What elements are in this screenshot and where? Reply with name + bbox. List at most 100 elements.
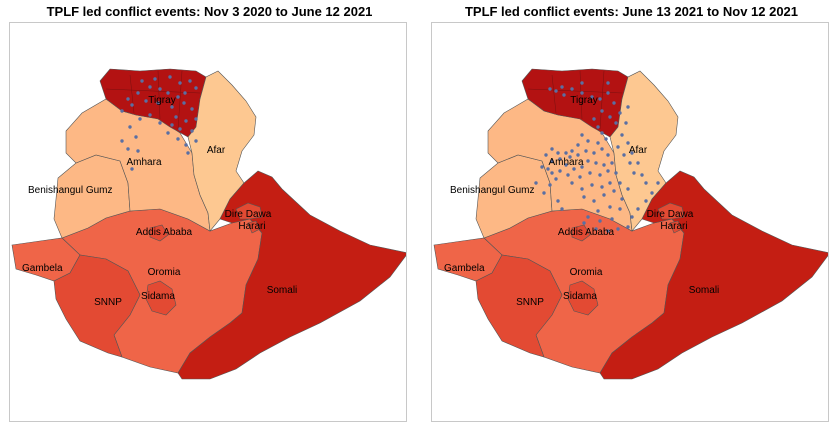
region-label-benishangul-gumz: Benishangul Gumz bbox=[28, 185, 113, 196]
region-sidama bbox=[567, 280, 599, 316]
conflict-event-dot bbox=[596, 141, 600, 145]
conflict-event-dot bbox=[582, 195, 586, 199]
region-label-amhara: Amhara bbox=[548, 157, 583, 168]
conflict-event-dot bbox=[178, 127, 182, 131]
conflict-event-dot bbox=[616, 145, 620, 149]
conflict-event-dot bbox=[630, 151, 634, 155]
region-label-tigray: Tigray bbox=[570, 95, 597, 106]
region-label-addis-ababa: Addis Ababa bbox=[136, 227, 193, 238]
conflict-event-dot bbox=[554, 177, 558, 181]
region-snnp bbox=[475, 254, 563, 358]
conflict-event-dot bbox=[606, 81, 610, 85]
conflict-event-dot bbox=[550, 147, 554, 151]
tigray-district-border bbox=[527, 88, 623, 94]
region-label-addis-ababa: Addis Ababa bbox=[558, 227, 615, 238]
conflict-event-dot bbox=[596, 125, 600, 129]
conflict-event-dot bbox=[590, 183, 594, 187]
conflict-event-dot bbox=[186, 151, 190, 155]
conflict-event-dot bbox=[582, 221, 586, 225]
conflict-event-dot bbox=[600, 185, 604, 189]
region-label-gambela: Gambela bbox=[22, 263, 63, 274]
conflict-event-dot bbox=[174, 115, 178, 119]
conflict-event-dot bbox=[194, 117, 198, 121]
region-label-harari: Harari bbox=[238, 221, 265, 232]
conflict-event-dot bbox=[606, 169, 610, 173]
conflict-event-dot bbox=[600, 109, 604, 113]
conflict-event-dot bbox=[656, 181, 660, 185]
conflict-event-dot bbox=[604, 137, 608, 141]
conflict-event-dot bbox=[190, 129, 194, 133]
conflict-event-dot bbox=[586, 159, 590, 163]
conflict-event-dot bbox=[158, 87, 162, 91]
conflict-event-dot bbox=[606, 91, 610, 95]
conflict-event-dot bbox=[140, 79, 144, 83]
region-label-afar: Afar bbox=[207, 145, 226, 156]
conflict-event-dot bbox=[592, 151, 596, 155]
conflict-event-dot bbox=[550, 159, 554, 163]
tigray-district-border bbox=[157, 70, 161, 120]
region-label-somali: Somali bbox=[267, 285, 298, 296]
conflict-event-dot bbox=[576, 143, 580, 147]
conflict-event-dot bbox=[608, 205, 612, 209]
region-snnp bbox=[53, 254, 141, 358]
region-label-somali: Somali bbox=[689, 285, 720, 296]
conflict-event-dot bbox=[580, 81, 584, 85]
region-label-gambela: Gambela bbox=[444, 263, 485, 274]
ethiopia-map: Tigray Afar Amhara Benishangul Gumz Dire Daw… bbox=[433, 68, 828, 380]
conflict-event-dot bbox=[632, 171, 636, 175]
conflict-event-dot bbox=[183, 91, 187, 95]
conflict-event-dot bbox=[134, 135, 138, 139]
conflict-event-dot bbox=[166, 131, 170, 135]
conflict-event-dot bbox=[144, 99, 148, 103]
conflict-event-dot bbox=[600, 131, 604, 135]
region-label-sidama: Sidama bbox=[141, 291, 175, 302]
conflict-event-dot bbox=[590, 95, 594, 99]
conflict-event-dot bbox=[566, 173, 570, 177]
conflict-event-dot bbox=[592, 199, 596, 203]
conflict-event-dot bbox=[558, 169, 562, 173]
conflict-event-dot bbox=[596, 209, 600, 213]
conflict-event-dot bbox=[184, 119, 188, 123]
conflict-event-dot bbox=[618, 207, 622, 211]
tigray-district-border bbox=[599, 70, 605, 130]
region-label-sidama: Sidama bbox=[563, 291, 597, 302]
conflict-event-dot bbox=[546, 167, 550, 171]
conflict-event-dot bbox=[584, 149, 588, 153]
conflict-event-dot bbox=[624, 121, 628, 125]
conflict-event-dot bbox=[622, 153, 626, 157]
tigray-district-border bbox=[579, 70, 583, 120]
conflict-event-dot bbox=[616, 227, 620, 231]
conflict-event-dot bbox=[626, 187, 630, 191]
region-label-oromia: Oromia bbox=[148, 267, 181, 278]
panel-title: TPLF led conflict events: June 13 2021 t… bbox=[464, 4, 799, 19]
conflict-event-dot bbox=[568, 155, 572, 159]
region-label-oromia: Oromia bbox=[570, 267, 603, 278]
conflict-event-dot bbox=[580, 91, 584, 95]
conflict-event-dot bbox=[188, 79, 192, 83]
conflict-event-dot bbox=[578, 175, 582, 179]
conflict-event-dot bbox=[570, 181, 574, 185]
conflict-event-dot bbox=[620, 133, 624, 137]
conflict-event-dot bbox=[572, 167, 576, 171]
conflict-event-dot bbox=[184, 143, 188, 147]
region-label-dire-dawa: Dire Dawa bbox=[647, 209, 694, 220]
region-label-snnp: SNNP bbox=[516, 297, 544, 308]
conflict-event-dot bbox=[580, 187, 584, 191]
conflict-event-dot bbox=[644, 181, 648, 185]
conflict-event-dot bbox=[148, 85, 152, 89]
conflict-event-dot bbox=[130, 167, 134, 171]
conflict-event-dot bbox=[626, 225, 630, 229]
conflict-event-dot bbox=[182, 101, 186, 105]
conflict-event-dot bbox=[158, 121, 162, 125]
region-harari bbox=[669, 220, 683, 234]
conflict-event-dot bbox=[618, 111, 622, 115]
conflict-event-dot bbox=[618, 181, 622, 185]
conflict-event-dot bbox=[148, 113, 152, 117]
conflict-event-dot bbox=[562, 93, 566, 97]
region-label-dire-dawa: Dire Dawa bbox=[225, 209, 272, 220]
conflict-event-dot bbox=[602, 193, 606, 197]
conflict-event-dot bbox=[576, 153, 580, 157]
region-label-snnp: SNNP bbox=[94, 297, 122, 308]
conflict-event-dot bbox=[564, 151, 568, 155]
conflict-event-dot bbox=[610, 217, 614, 221]
